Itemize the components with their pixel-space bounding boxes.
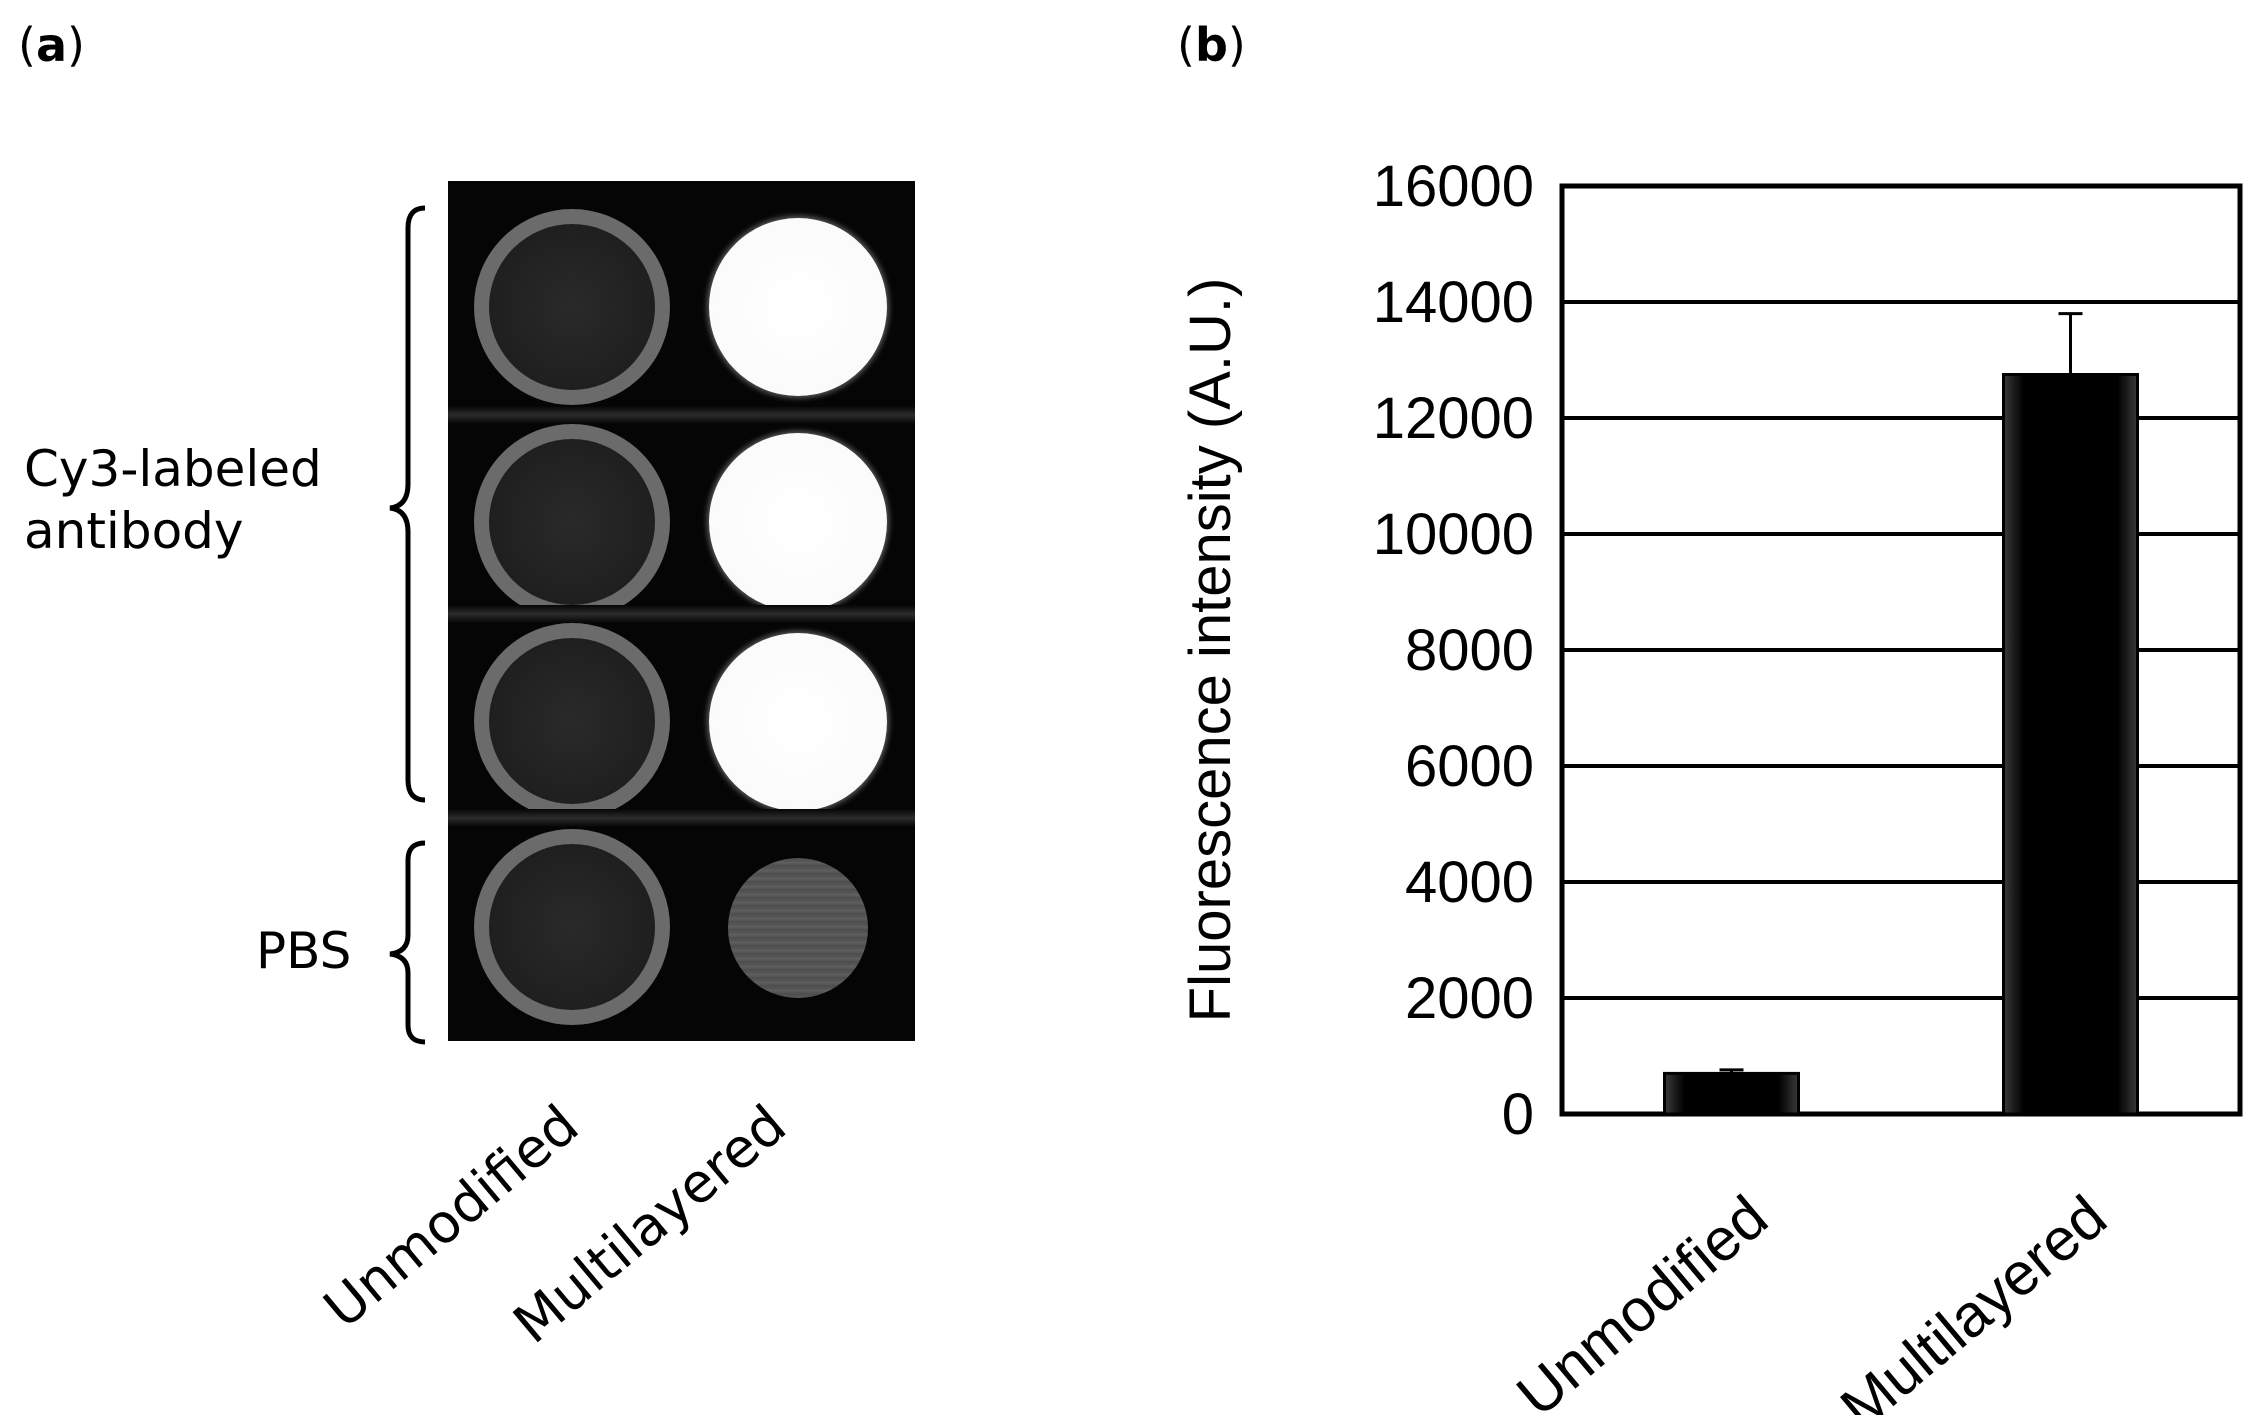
bar <box>1663 1071 1800 1116</box>
y-tick-label: 2000 <box>1405 966 1534 1031</box>
well-multilayered-antibody-2 <box>709 433 887 611</box>
antibody-group-label-line1: Cy3-labeled <box>24 440 322 498</box>
panel-a-label: (a) <box>18 18 85 72</box>
panel-b-label-open: ( <box>1177 18 1195 72</box>
fluorescence-well-image <box>448 181 915 1041</box>
well-divider <box>448 406 915 424</box>
antibody-group-label-line2: antibody <box>24 502 244 560</box>
panel-a-label-close: ) <box>67 18 85 72</box>
y-tick-label: 16000 <box>1373 154 1534 219</box>
panel-b-label-letter: b <box>1194 18 1228 72</box>
y-tick-label: 12000 <box>1373 386 1534 451</box>
panel-a-label-letter: a <box>35 18 67 72</box>
antibody-group-label: Cy3-labeled antibody <box>24 438 384 562</box>
y-tick-label: 6000 <box>1405 734 1534 799</box>
panel-a-label-open: ( <box>18 18 36 72</box>
panel-b-label: (b) <box>1177 18 1246 72</box>
well-multilayered-antibody-1 <box>709 218 887 396</box>
well-divider <box>448 809 915 827</box>
x-category-label: Unmodified <box>1504 1183 1780 1415</box>
y-tick-label: 0 <box>1502 1082 1534 1147</box>
brace-pbs <box>389 840 426 1045</box>
y-tick-label: 8000 <box>1405 618 1534 683</box>
y-axis-label: Fluorescence intensity (A.U.) <box>1178 278 1243 1023</box>
bar <box>2002 373 2139 1116</box>
pbs-group-label: PBS <box>256 922 352 980</box>
well-multilayered-antibody-3 <box>709 633 887 811</box>
panel-b-label-close: ) <box>1227 18 1246 72</box>
well-multilayered-pbs <box>728 858 868 998</box>
y-tick-label: 10000 <box>1373 502 1534 567</box>
brace-antibody <box>389 205 426 803</box>
plot-frame <box>1559 183 2243 1117</box>
y-tick-label: 4000 <box>1405 850 1534 915</box>
x-category-label: Multilayered <box>1828 1183 2119 1415</box>
y-tick-label: 14000 <box>1373 270 1534 335</box>
well-divider <box>448 605 915 623</box>
